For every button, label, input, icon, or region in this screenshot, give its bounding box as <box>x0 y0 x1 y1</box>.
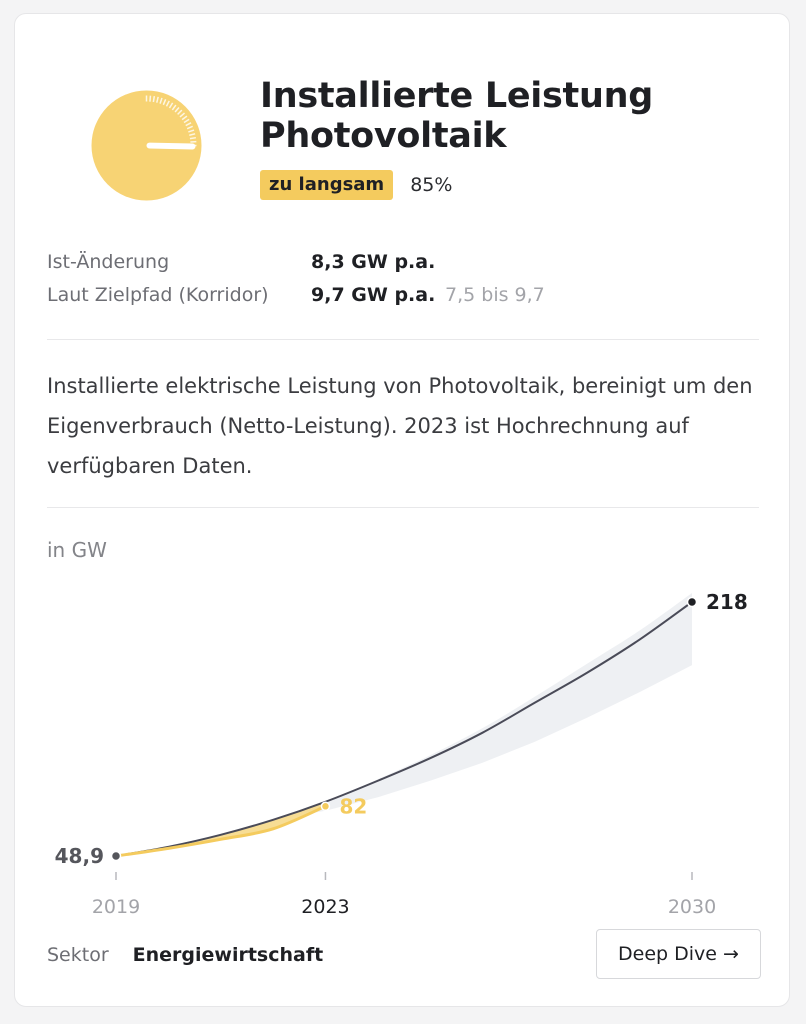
sector-value: Energiewirtschaft <box>132 944 324 966</box>
metric-range: 7,5 bis 9,7 <box>445 283 545 306</box>
data-point <box>110 850 122 862</box>
sector-info: Sektor Energiewirtschaft <box>47 940 323 970</box>
gauge-tick <box>152 95 156 103</box>
data-label: 48,9 <box>55 844 104 868</box>
gauge-tick <box>165 100 170 107</box>
gauge-tick <box>186 125 193 130</box>
gauge-tick <box>156 96 159 103</box>
gauge-tick <box>177 109 183 115</box>
divider <box>47 507 759 508</box>
gauge-tick <box>181 115 188 121</box>
actual-deviation-area <box>116 801 326 856</box>
x-tick-label: 2019 <box>92 896 140 914</box>
gauge-tick <box>168 102 174 109</box>
progress-percent: 85% <box>410 174 453 196</box>
unit-label: in GW <box>47 538 107 562</box>
data-label: 82 <box>339 794 367 818</box>
data-point <box>686 596 698 608</box>
data-label: 218 <box>706 590 748 614</box>
gauge-tick <box>189 133 196 136</box>
gauge-tick <box>171 104 177 111</box>
sector-label: Sektor <box>47 944 109 966</box>
metric-value: 9,7 GW p.a. <box>311 283 436 306</box>
progress-gauge-icon <box>91 90 202 201</box>
actual-line <box>114 804 327 858</box>
metric-label: Laut Zielpfad (Korridor) <box>47 283 269 306</box>
data-point <box>320 801 331 812</box>
gauge-tick <box>159 97 163 104</box>
metric-label: Ist-Änderung <box>47 250 170 273</box>
x-tick-label: 2023 <box>301 896 349 914</box>
metrics-table: Ist-Änderung 8,3 GW p.a. Laut Zielpfad (… <box>47 245 545 311</box>
x-tick-label: 2030 <box>668 896 716 914</box>
metric-value: 8,3 GW p.a. <box>311 250 436 273</box>
gauge-tick <box>162 99 167 106</box>
capacity-line-chart: 2019 2023 2030 48,9 82 218 <box>55 590 748 914</box>
corridor-band <box>116 592 692 856</box>
gauge-tick <box>189 136 197 140</box>
metric-row-actual: Ist-Änderung 8,3 GW p.a. <box>47 245 545 278</box>
indicator-card: Installierte Leistung Photovoltaik zu la… <box>14 13 790 1007</box>
gauge-tick <box>185 122 192 127</box>
status-row: zu langsam 85% <box>260 170 452 200</box>
status-badge: zu langsam <box>260 170 394 200</box>
gauge-tick <box>188 129 195 133</box>
metric-row-target: Laut Zielpfad (Korridor) 9,7 GW p.a. 7,5… <box>47 278 545 311</box>
description: Installierte elektrische Leistung von Ph… <box>47 374 753 478</box>
deep-dive-button[interactable]: Deep Dive → <box>596 929 761 979</box>
divider <box>47 339 759 340</box>
gauge-tick <box>183 118 190 124</box>
target-path-line <box>115 601 693 857</box>
gauge-tick <box>174 106 180 113</box>
page-title: Installierte Leistung Photovoltaik <box>260 76 653 156</box>
gauge-tick <box>179 112 186 118</box>
